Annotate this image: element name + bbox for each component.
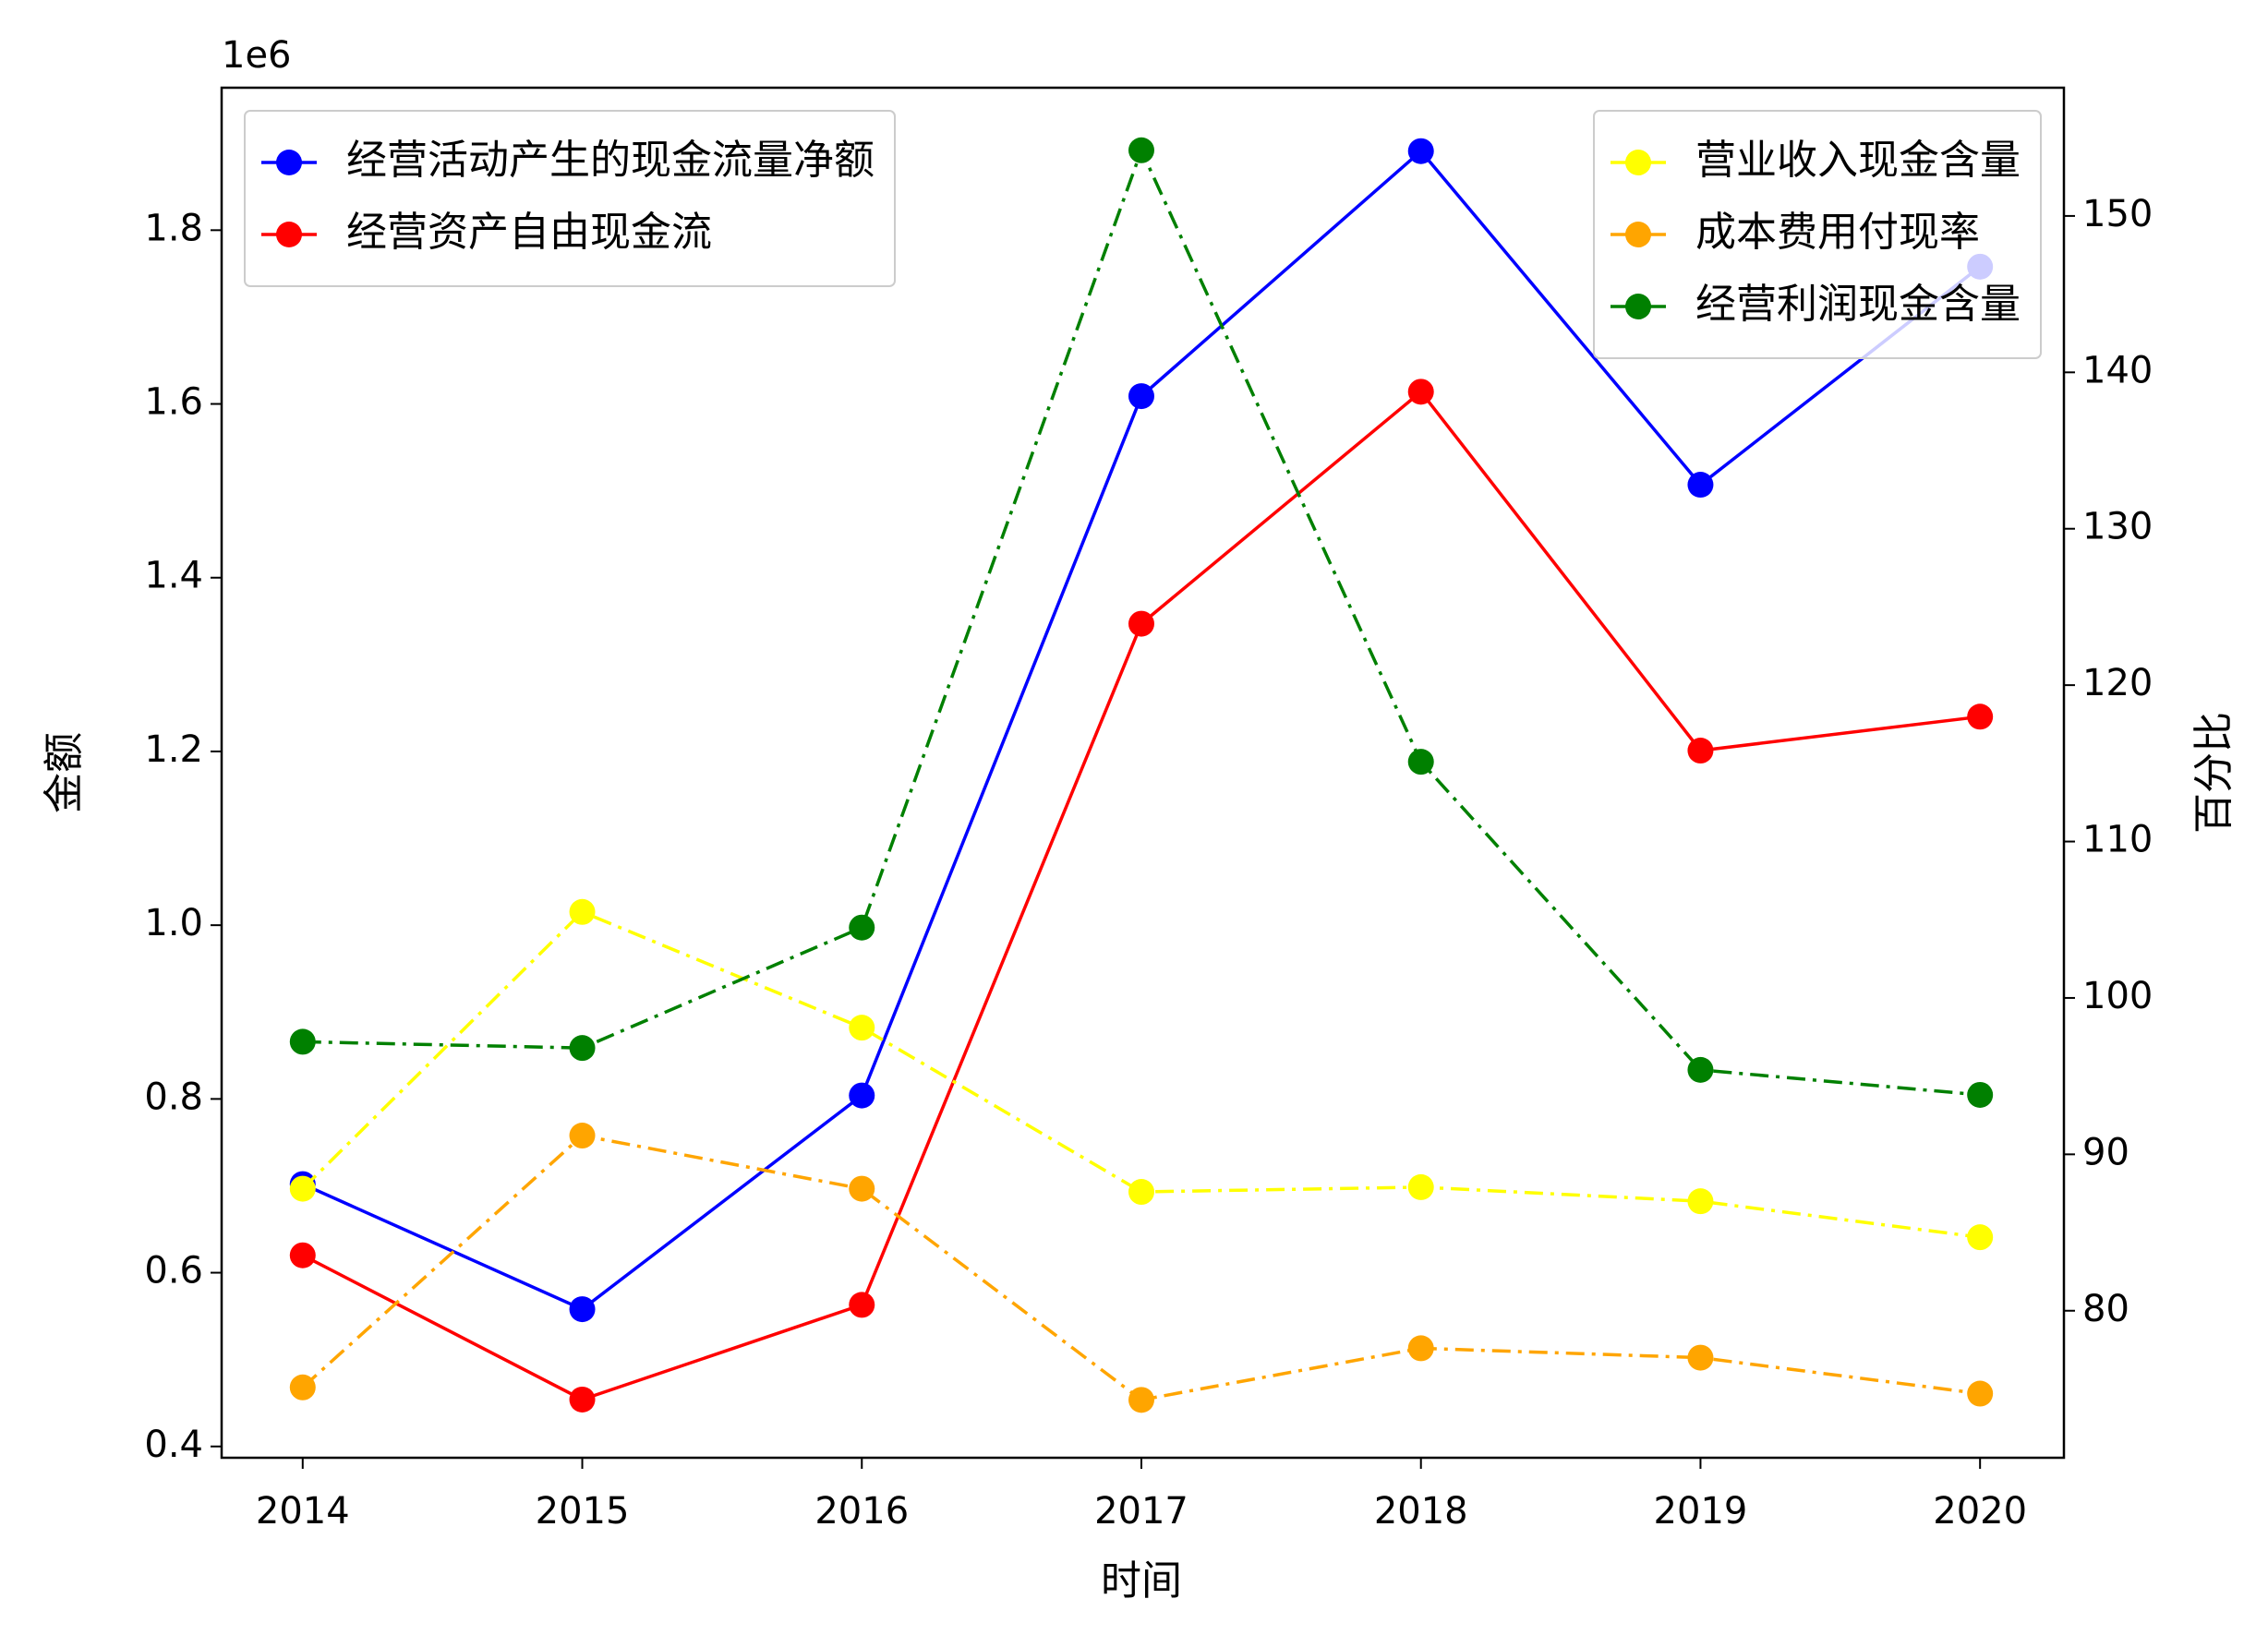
series-line xyxy=(301,389,1981,1401)
series-marker xyxy=(849,1082,875,1109)
y2-tick-label: 130 xyxy=(2082,506,2153,548)
legend-label: 经营资产自由现金流 xyxy=(346,209,712,256)
y-tick-label: 1.6 xyxy=(144,381,203,424)
series-marker xyxy=(289,1028,316,1055)
series-marker xyxy=(1967,1081,1994,1108)
legend-label: 成本费用付现率 xyxy=(1695,209,1980,256)
series-marker xyxy=(1407,138,1434,164)
y-axis-label: 金额 xyxy=(41,732,88,813)
x-tick-label: 2016 xyxy=(814,1490,909,1533)
series-marker xyxy=(1128,1387,1154,1413)
plot-frame xyxy=(220,86,2066,1460)
y2-tick-label: 120 xyxy=(2082,662,2153,704)
y-offset-label: 1e6 xyxy=(222,34,292,77)
series-marker xyxy=(1967,703,1994,730)
series-marker xyxy=(1967,1380,1994,1407)
legend-marker xyxy=(1625,294,1651,319)
series-marker xyxy=(1687,738,1714,764)
series-marker xyxy=(849,1015,875,1041)
x-tick-label: 2019 xyxy=(1654,1490,1748,1533)
series-marker xyxy=(1407,1335,1434,1362)
series-marker xyxy=(1407,1173,1434,1200)
series-marker xyxy=(569,1035,596,1062)
legend-label: 营业收入现金含量 xyxy=(1695,137,2021,184)
x-tick-label: 2014 xyxy=(256,1490,350,1533)
series-marker xyxy=(1687,1056,1714,1083)
x-tick-label: 2017 xyxy=(1094,1490,1188,1533)
y-tick-label: 1.4 xyxy=(144,555,203,597)
y2-tick-label: 140 xyxy=(2082,349,2153,391)
series-marker xyxy=(1128,1179,1154,1206)
series-marker xyxy=(1407,749,1434,775)
y2-tick-label: 90 xyxy=(2082,1131,2129,1173)
series-marker xyxy=(289,1175,316,1202)
y2-tick-label: 150 xyxy=(2082,193,2153,235)
y-tick-label: 0.8 xyxy=(144,1076,203,1118)
y-tick-label: 0.6 xyxy=(144,1250,203,1292)
legend-label: 经营利润现金含量 xyxy=(1695,281,2021,328)
legend-marker xyxy=(276,150,302,175)
y-tick-label: 1.8 xyxy=(144,207,203,249)
legend-marker xyxy=(276,222,302,247)
series-line xyxy=(301,1134,1981,1402)
legend-label: 经营活动产生的现金流量净额 xyxy=(346,137,875,184)
series-marker xyxy=(1687,1344,1714,1371)
x-axis-label: 时间 xyxy=(1101,1557,1182,1605)
series-marker xyxy=(289,1242,316,1268)
x-tick-label: 2018 xyxy=(1374,1490,1468,1533)
series-marker xyxy=(569,1123,596,1149)
series-marker xyxy=(569,898,596,925)
y-tick-label: 0.4 xyxy=(144,1424,203,1466)
y2-tick-label: 110 xyxy=(2082,819,2153,861)
series-marker xyxy=(1128,383,1154,410)
series-marker xyxy=(1687,1188,1714,1215)
series-marker xyxy=(289,1374,316,1401)
series-marker xyxy=(849,1292,875,1318)
series-marker xyxy=(1128,610,1154,637)
series-marker xyxy=(569,1386,596,1413)
series-marker xyxy=(849,1175,875,1202)
series-marker xyxy=(1407,379,1434,405)
legend-marker xyxy=(1625,150,1651,175)
y2-tick-label: 100 xyxy=(2082,975,2153,1017)
legend-box xyxy=(1593,110,2042,359)
series-marker xyxy=(849,914,875,941)
series-marker xyxy=(1687,472,1714,499)
y2-tick-label: 80 xyxy=(2082,1288,2129,1330)
series-marker xyxy=(569,1296,596,1323)
x-tick-label: 2015 xyxy=(536,1490,630,1533)
y-tick-label: 1.0 xyxy=(144,902,203,944)
legend-marker xyxy=(1625,222,1651,247)
x-tick-label: 2020 xyxy=(1933,1490,2027,1533)
series-marker xyxy=(1128,137,1154,163)
y-tick-label: 1.2 xyxy=(144,728,203,771)
series-marker xyxy=(1967,1224,1994,1251)
y2-axis-label: 百分比 xyxy=(2190,712,2238,834)
legend-box xyxy=(244,110,896,287)
